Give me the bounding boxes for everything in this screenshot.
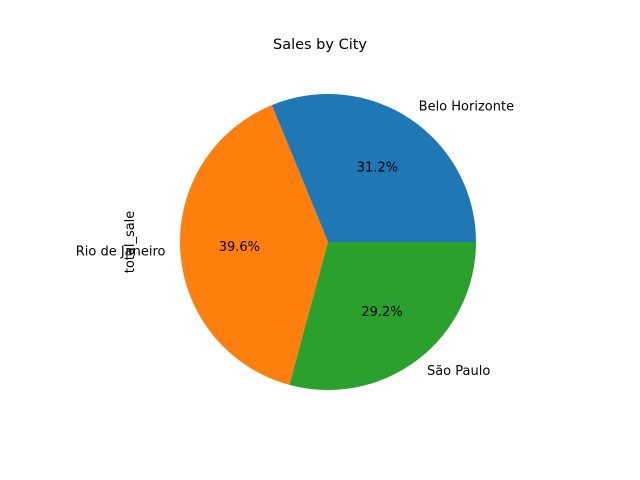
category-label-belo-horizonte: Belo Horizonte <box>419 99 514 114</box>
percent-label-belo-horizonte: 31.2% <box>357 161 398 176</box>
chart-title: Sales by City <box>273 37 367 53</box>
pie-slice-sao-paulo <box>289 242 476 391</box>
pie-slice-rio-de-janeiro <box>179 105 328 385</box>
category-label-sao-paulo: São Paulo <box>427 364 490 379</box>
pie-slices <box>179 94 476 391</box>
pie-category-labels: Belo Horizonte Rio de Janeiro São Paulo <box>76 99 514 378</box>
percent-label-sao-paulo: 29.2% <box>361 305 402 320</box>
percent-label-rio-de-janeiro: 39.6% <box>219 240 260 255</box>
category-label-rio-de-janeiro: Rio de Janeiro <box>76 245 166 260</box>
pie-percent-labels: 31.2% 39.6% 29.2% <box>219 161 403 320</box>
pie-slice-belo-horizonte <box>271 94 476 242</box>
y-axis-label: total_sale <box>123 211 138 274</box>
